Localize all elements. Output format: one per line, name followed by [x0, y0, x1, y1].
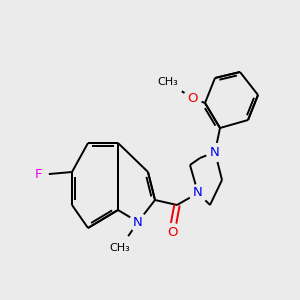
Text: F: F [34, 169, 42, 182]
Text: CH₃: CH₃ [158, 77, 178, 87]
Text: O: O [187, 92, 197, 104]
Text: O: O [167, 226, 177, 238]
Text: N: N [210, 146, 220, 158]
Text: N: N [193, 187, 203, 200]
Text: CH₃: CH₃ [110, 243, 130, 253]
Text: N: N [133, 215, 143, 229]
